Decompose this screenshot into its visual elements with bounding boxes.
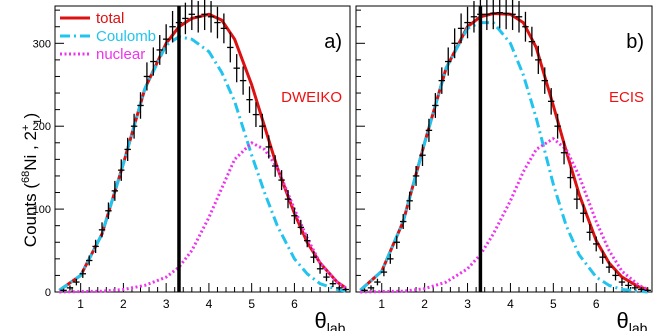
panel-label: b) bbox=[626, 31, 644, 53]
y-tick-label: 100 bbox=[33, 204, 51, 216]
series-coulomb-line bbox=[58, 35, 346, 293]
panel-label: a) bbox=[324, 31, 342, 53]
plot-frame bbox=[355, 5, 653, 293]
legend-total-label: total bbox=[96, 10, 124, 27]
x-tick-label: 5 bbox=[248, 297, 255, 311]
x-tick-label: 2 bbox=[421, 297, 428, 311]
legend-nuclear-label: nuclear bbox=[96, 46, 145, 63]
x-tick-label: 2 bbox=[120, 297, 127, 311]
panel-a: 0 100 200 300 1 2 3 4 5 6 a) DWEIKO θlab bbox=[33, 0, 351, 336]
x-tick-label: 1 bbox=[378, 297, 385, 311]
x-tick-label: 5 bbox=[550, 297, 557, 311]
x-axis-label-main: θ bbox=[315, 308, 327, 331]
x-axis-label-sub: lab bbox=[327, 320, 346, 331]
panel-b: 1 2 3 4 5 6 b) ECIS θlab bbox=[355, 0, 653, 336]
y-axis-label-sup1: 68 bbox=[20, 171, 32, 183]
y-axis-label-end: ) bbox=[21, 113, 40, 119]
x-tick-label: 6 bbox=[291, 297, 298, 311]
plot-frame bbox=[54, 5, 351, 293]
x-tick-label: 4 bbox=[507, 297, 514, 311]
series-nuclear-line bbox=[360, 137, 649, 294]
x-axis-label-sub: lab bbox=[629, 320, 648, 331]
series-coulomb-line bbox=[359, 21, 648, 294]
x-tick-label: 4 bbox=[206, 297, 213, 311]
code-label: DWEIKO bbox=[281, 89, 342, 106]
y-axis-label-sub: 1 bbox=[32, 118, 44, 124]
x-axis-label: θlab bbox=[617, 308, 648, 331]
y-tick-label: 200 bbox=[33, 121, 51, 133]
y-axis-label-main: Counts ( bbox=[21, 183, 40, 248]
x-tick-label: 3 bbox=[163, 297, 170, 311]
x-axis-label-main: θ bbox=[617, 308, 629, 331]
x-axis-label: θlab bbox=[315, 308, 346, 331]
x-tick-label: 6 bbox=[593, 297, 600, 311]
y-tick-label: 0 bbox=[45, 287, 51, 299]
code-label: ECIS bbox=[609, 89, 644, 106]
y-axis-label-mid: Ni , 2 bbox=[21, 131, 40, 171]
series-total-line bbox=[359, 12, 649, 292]
y-axis-label: Counts (68Ni , 2+1) bbox=[20, 113, 44, 247]
legend-coulomb-label: Coulomb bbox=[96, 28, 156, 45]
y-tick-label: 300 bbox=[33, 38, 51, 50]
x-tick-label: 1 bbox=[77, 297, 84, 311]
y-axis-label-sup2: + bbox=[20, 125, 32, 131]
x-tick-label: 3 bbox=[464, 297, 471, 311]
